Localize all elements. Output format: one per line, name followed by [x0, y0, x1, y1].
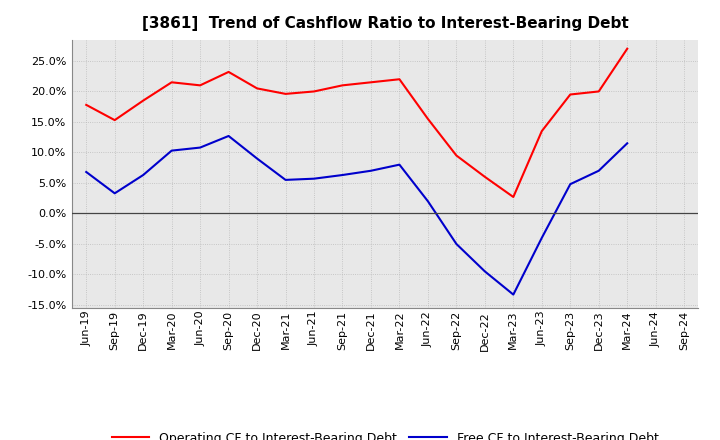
- Free CF to Interest-Bearing Debt: [253, 156, 261, 161]
- Operating CF to Interest-Bearing Debt: [110, 117, 119, 123]
- Free CF to Interest-Bearing Debt: [110, 191, 119, 196]
- Free CF to Interest-Bearing Debt: [167, 148, 176, 153]
- Free CF to Interest-Bearing Debt: [139, 172, 148, 178]
- Free CF to Interest-Bearing Debt: [623, 141, 631, 146]
- Free CF to Interest-Bearing Debt: [423, 198, 432, 204]
- Operating CF to Interest-Bearing Debt: [366, 80, 375, 85]
- Free CF to Interest-Bearing Debt: [480, 269, 489, 274]
- Operating CF to Interest-Bearing Debt: [139, 98, 148, 103]
- Operating CF to Interest-Bearing Debt: [452, 153, 461, 158]
- Operating CF to Interest-Bearing Debt: [395, 77, 404, 82]
- Operating CF to Interest-Bearing Debt: [480, 174, 489, 180]
- Operating CF to Interest-Bearing Debt: [537, 128, 546, 134]
- Operating CF to Interest-Bearing Debt: [509, 194, 518, 200]
- Operating CF to Interest-Bearing Debt: [423, 116, 432, 121]
- Operating CF to Interest-Bearing Debt: [196, 83, 204, 88]
- Free CF to Interest-Bearing Debt: [338, 172, 347, 178]
- Free CF to Interest-Bearing Debt: [366, 168, 375, 173]
- Free CF to Interest-Bearing Debt: [395, 162, 404, 167]
- Free CF to Interest-Bearing Debt: [310, 176, 318, 181]
- Free CF to Interest-Bearing Debt: [282, 177, 290, 183]
- Operating CF to Interest-Bearing Debt: [338, 83, 347, 88]
- Operating CF to Interest-Bearing Debt: [310, 89, 318, 94]
- Free CF to Interest-Bearing Debt: [196, 145, 204, 150]
- Operating CF to Interest-Bearing Debt: [167, 80, 176, 85]
- Free CF to Interest-Bearing Debt: [595, 168, 603, 173]
- Free CF to Interest-Bearing Debt: [82, 169, 91, 175]
- Title: [3861]  Trend of Cashflow Ratio to Interest-Bearing Debt: [3861] Trend of Cashflow Ratio to Intere…: [142, 16, 629, 32]
- Free CF to Interest-Bearing Debt: [225, 133, 233, 139]
- Operating CF to Interest-Bearing Debt: [595, 89, 603, 94]
- Operating CF to Interest-Bearing Debt: [566, 92, 575, 97]
- Line: Free CF to Interest-Bearing Debt: Free CF to Interest-Bearing Debt: [86, 136, 627, 295]
- Line: Operating CF to Interest-Bearing Debt: Operating CF to Interest-Bearing Debt: [86, 49, 627, 197]
- Free CF to Interest-Bearing Debt: [566, 182, 575, 187]
- Operating CF to Interest-Bearing Debt: [282, 91, 290, 96]
- Operating CF to Interest-Bearing Debt: [623, 46, 631, 51]
- Legend: Operating CF to Interest-Bearing Debt, Free CF to Interest-Bearing Debt: Operating CF to Interest-Bearing Debt, F…: [107, 427, 664, 440]
- Free CF to Interest-Bearing Debt: [537, 235, 546, 241]
- Operating CF to Interest-Bearing Debt: [225, 69, 233, 74]
- Operating CF to Interest-Bearing Debt: [82, 102, 91, 107]
- Free CF to Interest-Bearing Debt: [509, 292, 518, 297]
- Operating CF to Interest-Bearing Debt: [253, 86, 261, 91]
- Free CF to Interest-Bearing Debt: [452, 241, 461, 246]
